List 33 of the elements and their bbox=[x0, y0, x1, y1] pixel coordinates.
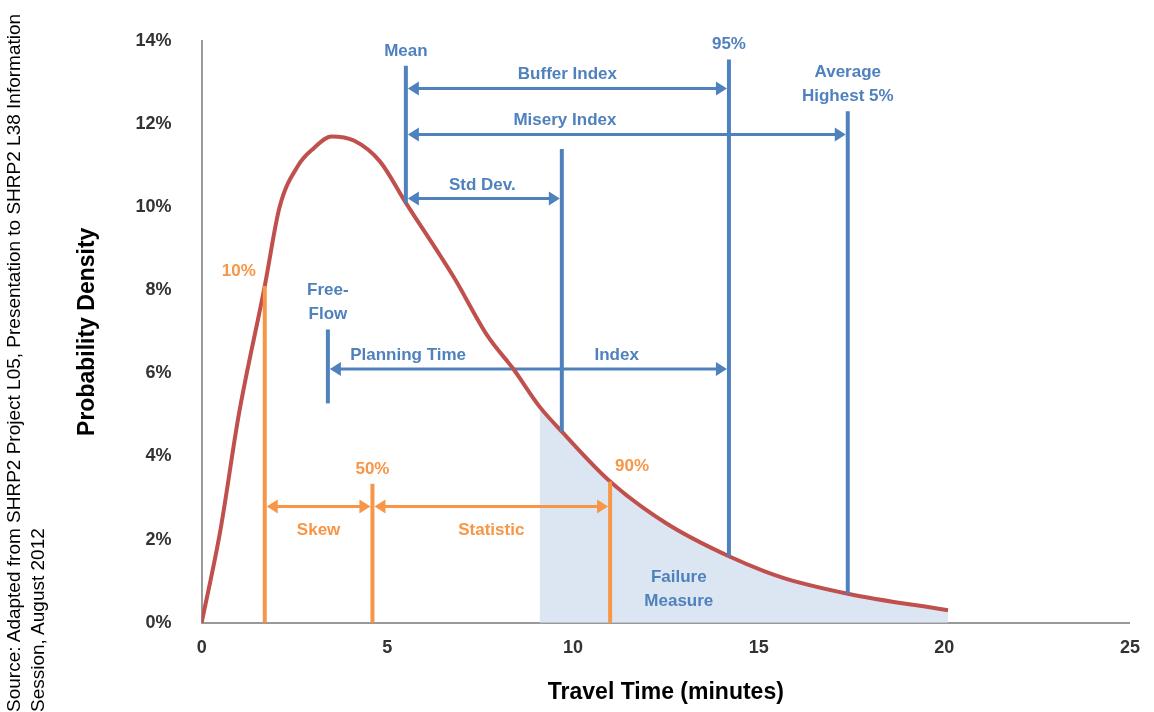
y-tick-label: 6% bbox=[145, 362, 172, 383]
annotation: 10% bbox=[221, 261, 256, 281]
annotation: Statistic bbox=[458, 520, 525, 540]
x-tick-label: 25 bbox=[1119, 636, 1140, 657]
x-tick-label: 10 bbox=[562, 636, 583, 657]
x-tick-label: 5 bbox=[382, 636, 393, 657]
y-tick-label: 14% bbox=[135, 29, 172, 50]
x-tick-label: 0 bbox=[196, 636, 207, 657]
y-tick-label: 10% bbox=[135, 196, 172, 217]
y-tick-label: 2% bbox=[145, 528, 172, 549]
annotation: Planning Time bbox=[350, 344, 467, 364]
annotation: Buffer Index bbox=[517, 64, 618, 84]
source-note: Source: Adapted from SHRP2 Project L05, Presentation to SHRP2 L38 Information Session, August 2012 bbox=[2, 12, 49, 712]
y-tick-label: 12% bbox=[135, 112, 172, 133]
x-axis-title: Travel Time (minutes) bbox=[547, 677, 784, 704]
annotation: Failure Measure bbox=[644, 567, 714, 611]
annotation: Skew bbox=[296, 520, 342, 540]
y-tick-label: 0% bbox=[145, 611, 172, 632]
y-axis-title: Probability Density bbox=[73, 227, 100, 436]
annotation: 90% bbox=[615, 456, 650, 476]
annotation: 95% bbox=[711, 34, 746, 54]
ref-line-label: Mean bbox=[384, 40, 428, 60]
y-tick-label: 4% bbox=[145, 445, 172, 466]
x-tick-label: 15 bbox=[748, 636, 769, 657]
annotation: Std Dev. bbox=[448, 175, 516, 195]
x-tick-label: 20 bbox=[934, 636, 955, 657]
line-series bbox=[201, 134, 951, 623]
y-tick-label: 8% bbox=[145, 279, 172, 300]
annotation: Index bbox=[594, 344, 640, 364]
ref-line-label: Average Highest 5% bbox=[801, 62, 894, 106]
annotation: Misery Index bbox=[513, 110, 617, 130]
ref-line-label: Free-Flow bbox=[307, 280, 349, 324]
annotation: 50% bbox=[355, 458, 390, 478]
